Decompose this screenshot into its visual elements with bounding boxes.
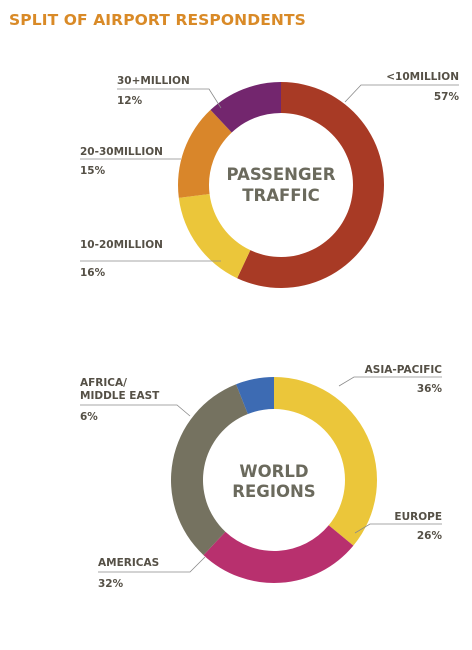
slice-value-label: 6% [80,411,98,423]
center-label: TRAFFIC [242,186,320,205]
page-title: SPLIT OF AIRPORT RESPONDENTS [9,11,306,29]
leader-line [338,376,442,387]
slice-value-label: 12% [117,95,143,107]
passenger-traffic-donut: <10MILLION 57% 10-20MILLION 16% 20-30MILLION… [80,71,459,288]
slice-20-30million [177,109,232,198]
slice-label: 30+MILLION [117,75,190,87]
slice-value-label: 16% [80,267,106,279]
slice-label: 20-30MILLION [80,146,163,158]
slice-value-label: 32% [98,578,124,590]
slice-label: <10MILLION [386,71,459,83]
slice-value-label: 57% [434,91,460,103]
slice-label: AFRICA/ [80,377,127,389]
slice-label: AMERICAS [98,557,159,569]
slice-americas [171,384,248,556]
slice-label: 10-20MILLION [80,239,163,251]
slice-value-label: 26% [417,530,443,542]
slice-value-label: 36% [417,383,443,395]
slice-asia-pacific [274,377,377,546]
slice-label: MIDDLE EAST [80,390,160,402]
slice-lt-10million [237,82,385,288]
slice-value-label: 15% [80,165,106,177]
leader-line [117,88,222,109]
slice-10-20million [178,194,251,279]
leader-line [98,556,206,573]
slice-label: EUROPE [394,511,442,523]
center-label: WORLD [239,462,308,481]
world-regions-donut: ASIA-PACIFIC 36% EUROPE 26% AMERICAS 32% AFRIC… [80,364,442,590]
slice-30plusmillion [210,82,281,133]
leader-line [354,523,442,534]
center-label: PASSENGER [227,165,336,184]
slice-label: ASIA-PACIFIC [365,364,443,376]
slice-africa-middle-east [236,376,274,414]
leader-line [80,404,191,417]
leader-line [344,84,459,103]
slice-europe [203,525,354,583]
center-label: REGIONS [232,482,315,501]
